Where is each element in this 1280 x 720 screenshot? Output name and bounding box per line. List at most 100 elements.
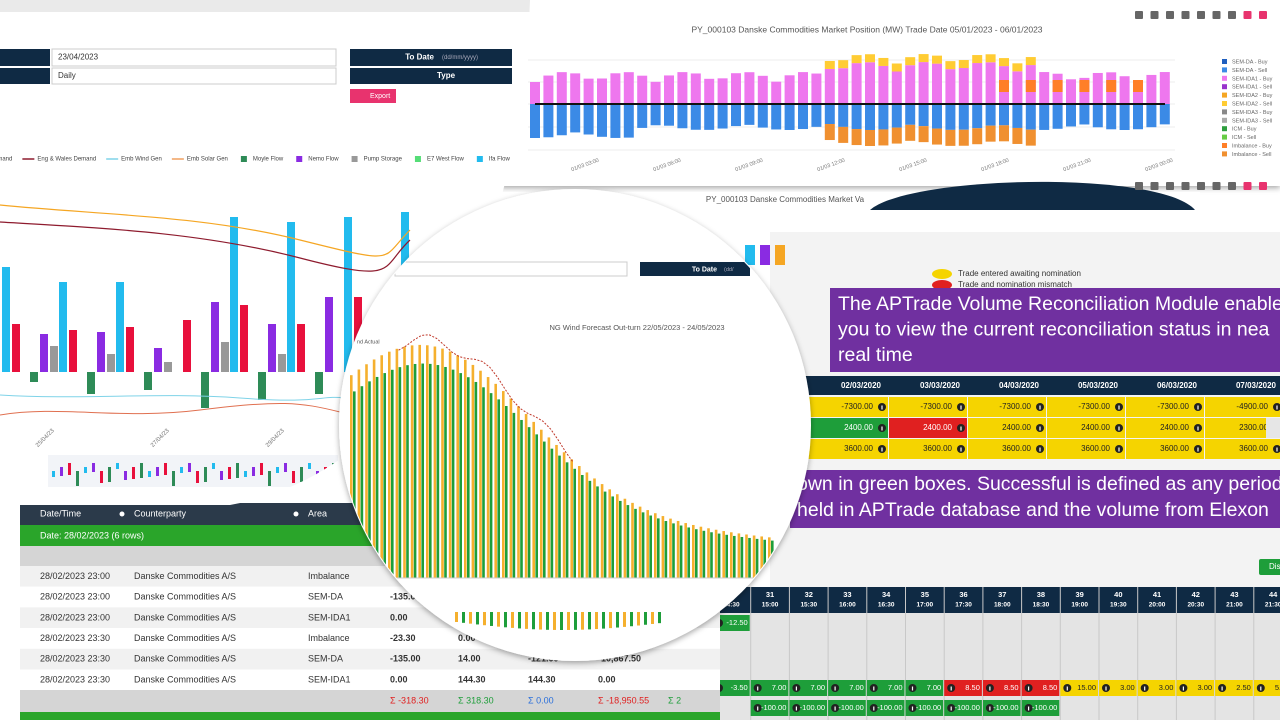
period-number: 42 xyxy=(1192,590,1200,599)
toolbar-icon[interactable] xyxy=(1135,11,1143,19)
cell: SEM-DA xyxy=(308,654,343,664)
bar xyxy=(634,508,637,578)
navigator-bar xyxy=(244,471,247,477)
legend-label: SEM-DA - Sell xyxy=(1232,68,1267,74)
bar xyxy=(164,362,172,372)
toolbar-icon[interactable] xyxy=(1166,182,1174,190)
toolbar-icon[interactable] xyxy=(1197,182,1205,190)
navigator-bar xyxy=(236,463,239,478)
toolbar-icon[interactable] xyxy=(1243,182,1252,190)
select[interactable] xyxy=(51,67,337,85)
sort-icon[interactable] xyxy=(119,511,125,517)
cell: 144.30 xyxy=(528,674,556,684)
bar xyxy=(838,126,849,143)
cell: Danske Commodities A/S xyxy=(134,612,236,622)
bar xyxy=(230,217,238,372)
toolbar-icon[interactable] xyxy=(1135,182,1143,190)
bar xyxy=(1066,104,1076,127)
sort-icon[interactable] xyxy=(293,511,299,517)
navigator-bar xyxy=(476,612,479,625)
toolbar-icon[interactable] xyxy=(1150,11,1159,19)
bar xyxy=(116,282,124,372)
bar xyxy=(710,532,713,578)
input[interactable] xyxy=(51,48,337,67)
toolbar-icon[interactable] xyxy=(1228,11,1236,19)
export-button[interactable] xyxy=(350,89,396,103)
bar xyxy=(650,104,661,126)
toolbar-icon[interactable] xyxy=(1259,182,1267,190)
bar xyxy=(972,63,983,104)
bar xyxy=(240,305,248,372)
total: Σ 2 xyxy=(668,695,681,705)
period-cell xyxy=(789,680,828,696)
toolbar-icon[interactable] xyxy=(1212,11,1221,19)
line xyxy=(0,204,411,257)
cell-value: -7300.00 xyxy=(920,402,952,411)
cell-value: -4900.00 xyxy=(1236,402,1268,411)
bar xyxy=(679,525,683,578)
cell xyxy=(1126,439,1204,459)
period-cell xyxy=(1021,680,1060,696)
bar xyxy=(97,332,105,372)
bar xyxy=(641,512,645,578)
bar xyxy=(87,372,95,394)
toolbar-icon[interactable] xyxy=(1259,11,1267,19)
line xyxy=(0,394,346,401)
toolbar-icon[interactable] xyxy=(1197,11,1205,19)
toolbar-icon[interactable] xyxy=(1150,182,1159,190)
period-number: 33 xyxy=(843,590,851,599)
bar xyxy=(740,536,744,578)
bar xyxy=(1106,80,1117,92)
toolbar-icon[interactable] xyxy=(1166,11,1174,19)
cell: 0.00 xyxy=(598,674,616,684)
cell: -135.0 xyxy=(390,592,416,602)
input[interactable] xyxy=(394,261,628,277)
bar xyxy=(1146,104,1157,128)
bar xyxy=(985,125,996,142)
field-label xyxy=(350,68,512,84)
cell-value: 2400.00 xyxy=(1002,423,1031,432)
navigator-bar xyxy=(292,471,295,483)
legend-label: ICM - Buy xyxy=(1232,127,1257,133)
bar xyxy=(418,344,421,578)
bar xyxy=(69,330,77,372)
period-cell xyxy=(1215,680,1253,696)
bar xyxy=(211,302,219,372)
cell: Danske Commodities A/S xyxy=(134,571,236,581)
toolbar-icon[interactable] xyxy=(1212,182,1221,190)
period-time: 21:00 xyxy=(1226,602,1243,609)
toolbar-icon[interactable] xyxy=(1181,11,1190,19)
legend-swatch xyxy=(296,156,303,162)
period-cell xyxy=(789,700,828,716)
bar xyxy=(527,427,531,578)
period-value: -100.00 xyxy=(993,703,1018,712)
navigator-bar xyxy=(602,612,605,629)
period-cell xyxy=(828,680,866,696)
bar xyxy=(798,72,808,104)
navigator-bar xyxy=(276,467,279,473)
bar xyxy=(558,455,561,578)
legend-swatch xyxy=(1222,117,1227,123)
period-value: 8.50 xyxy=(965,683,980,692)
cell: 28/02/2023 23:30 xyxy=(40,674,110,684)
cell: 28/02/2023 23:00 xyxy=(40,612,110,622)
period-time: 18:00 xyxy=(994,602,1011,609)
bar xyxy=(12,324,20,372)
totals-row xyxy=(20,690,720,712)
toolbar-icon[interactable] xyxy=(1181,182,1190,190)
bar xyxy=(664,521,668,578)
toolbar-icon[interactable] xyxy=(1243,11,1252,19)
navigator-bar xyxy=(164,463,167,475)
bar xyxy=(512,412,516,578)
bar xyxy=(707,528,710,578)
cell: 0.00 xyxy=(390,612,408,622)
bar xyxy=(221,342,229,372)
banner xyxy=(830,288,1280,372)
navigator-bar xyxy=(539,612,542,630)
period-value: -100.00 xyxy=(877,703,902,712)
bar xyxy=(1025,80,1036,92)
toolbar-icon[interactable] xyxy=(1228,182,1236,190)
display-button[interactable] xyxy=(1259,559,1280,575)
legend-label: ICM - Sell xyxy=(1232,135,1256,141)
